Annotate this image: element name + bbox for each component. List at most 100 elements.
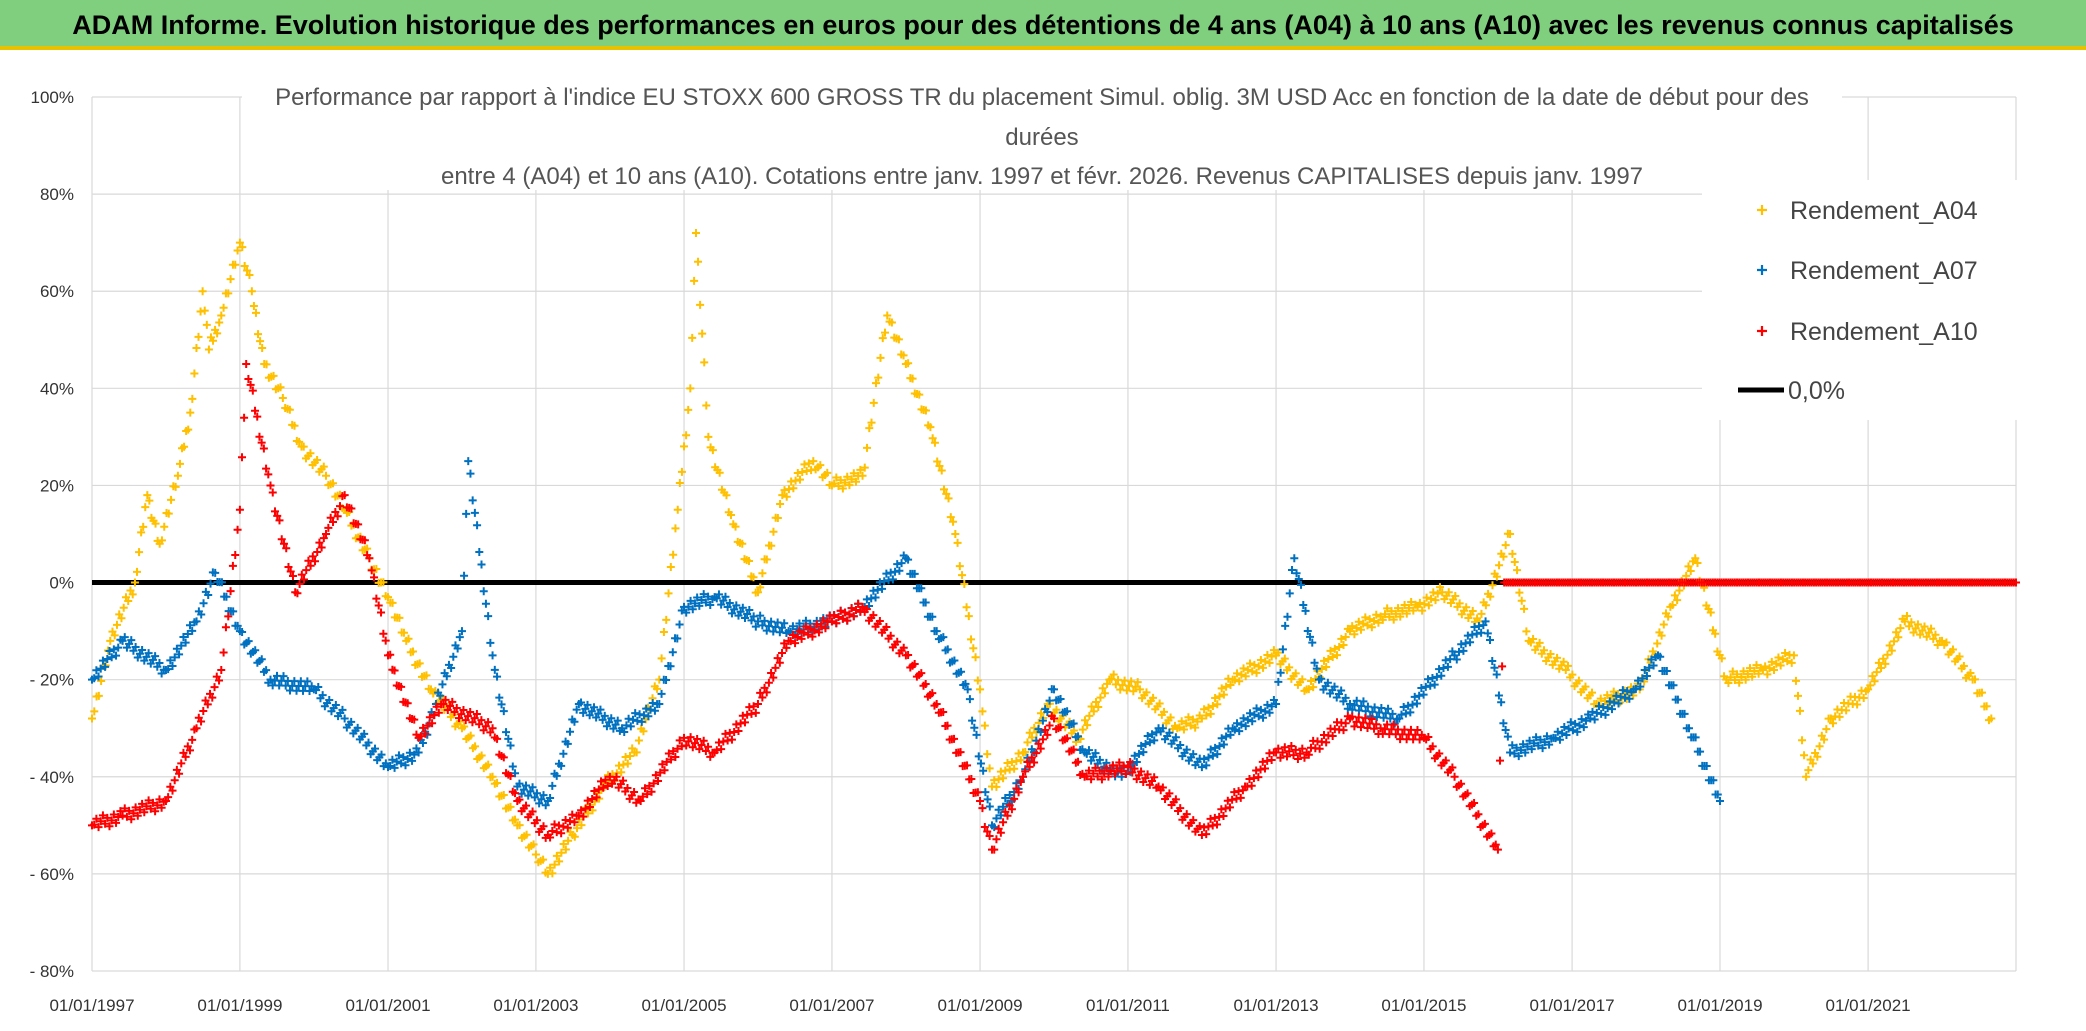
interpolated-point	[1379, 713, 1388, 722]
interpolated-point	[675, 478, 684, 487]
interpolated-point	[1045, 721, 1054, 730]
interpolated-point	[1074, 732, 1083, 741]
interpolated-point	[1341, 632, 1350, 641]
interpolated-point	[1343, 704, 1352, 713]
interpolated-point	[1420, 600, 1429, 609]
interpolated-point	[762, 555, 771, 564]
interpolated-point	[1778, 655, 1787, 664]
interpolated-point	[1149, 693, 1158, 702]
interpolated-point	[1092, 698, 1101, 707]
interpolated-point	[675, 736, 684, 745]
interpolated-point	[810, 626, 819, 635]
interpolated-point	[1217, 684, 1226, 693]
data-point	[340, 714, 349, 723]
interpolated-point	[107, 653, 116, 662]
interpolated-point	[1553, 653, 1562, 662]
interpolated-point	[92, 814, 101, 823]
interpolated-point	[734, 726, 743, 735]
data-point	[186, 408, 195, 417]
interpolated-point	[775, 658, 784, 667]
interpolated-point	[1625, 694, 1634, 703]
interpolated-point	[1312, 664, 1321, 673]
interpolated-point	[1896, 624, 1905, 633]
interpolated-point	[1418, 606, 1427, 615]
interpolated-point	[654, 777, 663, 786]
interpolated-point	[1563, 661, 1572, 670]
data-point	[809, 457, 818, 466]
interpolated-point	[669, 550, 678, 559]
interpolated-point	[1684, 562, 1693, 571]
y-tick-label: 0%	[49, 574, 74, 593]
interpolated-point	[515, 779, 524, 788]
interpolated-point	[1443, 662, 1452, 671]
interpolated-point	[645, 781, 654, 790]
interpolated-point	[347, 504, 356, 513]
interpolated-point	[151, 807, 160, 816]
interpolated-point	[486, 638, 495, 647]
data-point	[1290, 554, 1299, 563]
interpolated-point	[1036, 728, 1045, 737]
interpolated-point	[808, 632, 817, 641]
interpolated-point	[769, 673, 778, 682]
interpolated-point	[1109, 670, 1118, 679]
interpolated-point	[1874, 658, 1883, 667]
interpolated-point	[1252, 704, 1261, 713]
interpolated-point	[878, 584, 887, 593]
interpolated-point	[957, 667, 966, 676]
interpolated-point	[633, 716, 642, 725]
interpolated-point	[738, 603, 747, 612]
interpolated-point	[1304, 685, 1313, 694]
interpolated-point	[1406, 708, 1415, 717]
interpolated-point	[660, 766, 669, 775]
interpolated-point	[1121, 770, 1130, 779]
interpolated-point	[796, 475, 805, 484]
interpolated-point	[834, 612, 843, 621]
interpolated-point	[403, 699, 412, 708]
interpolated-point	[1078, 725, 1087, 734]
interpolated-point	[153, 801, 162, 810]
interpolated-point	[1770, 665, 1779, 674]
interpolated-point	[1135, 749, 1144, 758]
interpolated-point	[1014, 788, 1023, 797]
interpolated-point	[1030, 723, 1039, 732]
interpolated-point	[1491, 840, 1500, 849]
interpolated-point	[983, 795, 992, 804]
interpolated-point	[1870, 677, 1879, 686]
interpolated-point	[695, 601, 704, 610]
interpolated-point	[432, 702, 441, 711]
interpolated-point	[484, 760, 493, 769]
interpolated-point	[650, 706, 659, 715]
interpolated-point	[1726, 673, 1735, 682]
legend-label: Rendement_A04	[1790, 197, 1978, 225]
interpolated-point	[1202, 711, 1211, 720]
interpolated-point	[331, 507, 340, 516]
data-point	[1691, 554, 1700, 563]
interpolated-point	[1905, 622, 1914, 631]
interpolated-point	[806, 624, 815, 633]
interpolated-point	[94, 823, 103, 832]
interpolated-point	[210, 683, 219, 692]
interpolated-point	[1016, 756, 1025, 765]
interpolated-point	[1246, 709, 1255, 718]
interpolated-point	[105, 822, 114, 831]
data-point	[883, 311, 892, 320]
interpolated-point	[453, 644, 462, 653]
interpolated-point	[745, 606, 754, 615]
interpolated-point	[1215, 692, 1224, 701]
interpolated-point	[1085, 711, 1094, 720]
chart-title: Performance par rapport à l'indice EU ST…	[275, 84, 1809, 190]
interpolated-point	[372, 594, 381, 603]
interpolated-point	[470, 508, 479, 517]
interpolated-point	[943, 721, 952, 730]
page-title: ADAM Informe. Evolution historique des p…	[72, 10, 2014, 40]
interpolated-point	[1397, 710, 1406, 719]
interpolated-point	[185, 621, 194, 630]
interpolated-point	[1036, 744, 1045, 753]
interpolated-point	[682, 741, 691, 750]
interpolated-point	[573, 824, 582, 833]
interpolated-point	[856, 465, 865, 474]
interpolated-point	[731, 522, 740, 531]
interpolated-point	[559, 822, 568, 831]
data-point	[278, 394, 287, 403]
interpolated-point	[644, 712, 653, 721]
